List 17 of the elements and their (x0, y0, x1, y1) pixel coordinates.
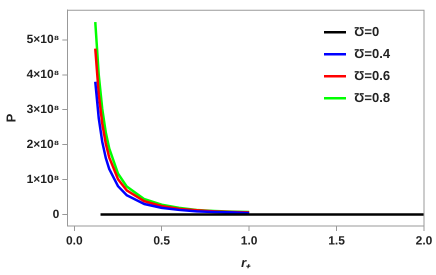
legend-label: Ʊ=0.8 (354, 90, 390, 105)
x-tick-label: 0.5 (153, 234, 170, 248)
x-tick-label: 2.0 (416, 234, 433, 248)
y-tick-label: 5×10⁸ (26, 32, 60, 46)
legend-label: Ʊ=0.6 (354, 68, 390, 83)
y-axis-title: P (3, 113, 18, 122)
y-tick-label: 4×10⁸ (26, 67, 60, 82)
y-tick-label: 3×10⁸ (26, 102, 60, 116)
y-tick-label: 1×10⁸ (26, 172, 60, 186)
x-axis-title: r₊ (241, 254, 252, 270)
x-tick-label: 0.0 (66, 234, 83, 248)
y-tick-label: 2×10⁸ (26, 136, 60, 151)
legend-label: Ʊ=0 (354, 24, 380, 39)
legend-label: Ʊ=0.4 (354, 46, 391, 61)
x-tick-label: 1.5 (328, 234, 346, 248)
x-tick-label: 1.0 (240, 234, 258, 248)
y-tick-label: 0 (52, 206, 60, 221)
